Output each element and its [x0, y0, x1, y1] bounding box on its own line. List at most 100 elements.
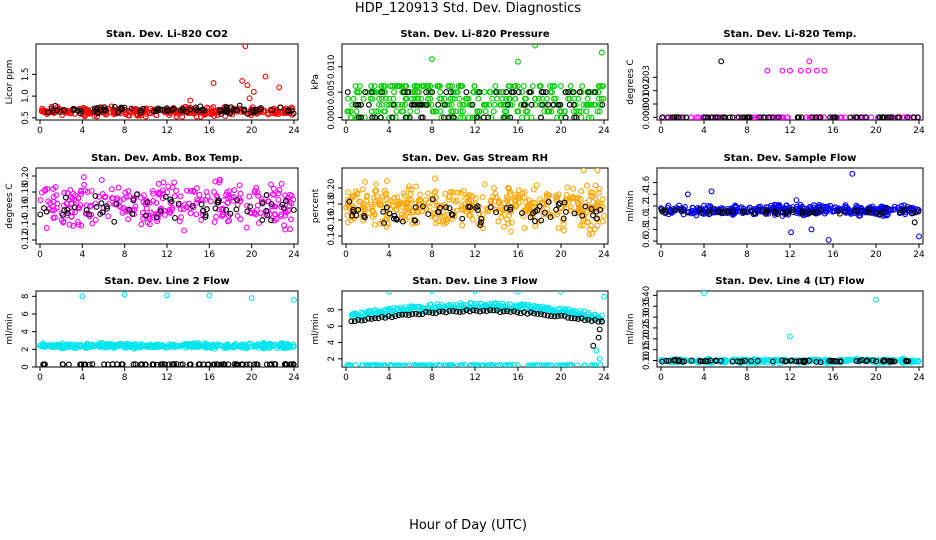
x-tick-label: 24 [913, 373, 925, 383]
data-point [212, 178, 219, 185]
data-point [362, 89, 369, 96]
data-point [77, 107, 84, 114]
data-point [847, 114, 854, 120]
data-point [108, 343, 115, 350]
x-tick-label: 4 [79, 373, 85, 383]
data-point [466, 192, 473, 199]
data-point [166, 361, 173, 367]
data-point [115, 184, 122, 191]
y-axis-label: degrees C [626, 59, 636, 104]
data-point [543, 191, 550, 197]
x-tick-label: 20 [870, 373, 882, 383]
data-point [558, 114, 565, 120]
data-point [379, 95, 385, 102]
data-point [596, 326, 603, 333]
data-point [521, 309, 527, 316]
data-point [479, 194, 486, 201]
data-point [416, 311, 423, 318]
data-point [407, 108, 414, 115]
data-point [481, 89, 488, 96]
data-point [583, 101, 590, 108]
data-point [458, 205, 465, 212]
data-point [130, 361, 137, 367]
data-point [481, 181, 488, 188]
data-point [159, 187, 166, 194]
data-point [164, 292, 170, 299]
data-point [585, 89, 592, 96]
data-point [181, 227, 188, 234]
data-point [558, 291, 564, 295]
data-point [447, 83, 453, 90]
data-point [513, 194, 519, 201]
data-point [414, 108, 421, 115]
chart-panel-6: Stan. Dev. Sample Flow ml/min 0 4 8 12 16 20 24 0… [626, 153, 925, 260]
data-point [224, 189, 230, 196]
data-point [71, 204, 78, 211]
data-point [844, 358, 851, 365]
data-point [193, 211, 200, 218]
data-point [373, 193, 380, 200]
data-point [169, 184, 176, 191]
data-point [507, 228, 514, 235]
y-tick-label: 0.20 [642, 329, 652, 348]
data-point [213, 213, 219, 220]
data-point [821, 67, 828, 74]
data-point [527, 89, 534, 96]
data-point [420, 203, 427, 210]
data-point [386, 210, 393, 217]
data-point [504, 101, 511, 108]
data-point [177, 193, 184, 200]
data-point [548, 108, 555, 115]
data-point [171, 193, 178, 200]
data-point [390, 95, 397, 102]
data-point [500, 223, 507, 230]
data-point [70, 105, 77, 112]
data-point [412, 217, 419, 224]
data-point [45, 109, 51, 116]
data-point [443, 219, 450, 226]
data-point [449, 95, 456, 102]
data-point [148, 342, 155, 349]
data-point [578, 114, 585, 120]
y-tick-label: 0.16 [327, 211, 337, 230]
data-point [259, 200, 266, 207]
data-point [111, 104, 118, 110]
data-point [422, 309, 429, 315]
data-point [102, 341, 108, 348]
data-point [831, 114, 837, 120]
x-tick-label: 16 [827, 373, 839, 383]
y-tick-label: 8 [21, 294, 31, 299]
data-point [449, 212, 456, 218]
data-point [588, 222, 595, 229]
data-point [208, 111, 215, 118]
data-point [448, 211, 455, 218]
data-point [520, 101, 527, 108]
x-tick-label: 24 [913, 126, 925, 136]
data-point [594, 108, 601, 115]
data-point [99, 209, 106, 216]
data-point [158, 361, 165, 367]
data-point [507, 101, 514, 108]
data-point [853, 358, 860, 364]
data-point [532, 223, 539, 229]
data-point [518, 101, 524, 108]
data-point [503, 89, 510, 96]
data-point [773, 202, 780, 209]
data-point [787, 67, 793, 74]
data-point [353, 212, 360, 219]
plot-frame [341, 43, 609, 121]
x-tick-label: 24 [288, 373, 300, 383]
data-point [151, 342, 158, 349]
data-point [380, 208, 387, 215]
data-point [491, 301, 498, 308]
data-point [167, 199, 174, 206]
data-point [808, 226, 815, 233]
data-point [90, 341, 96, 348]
data-point [527, 200, 534, 207]
data-point [560, 215, 567, 222]
data-point [595, 318, 602, 325]
data-point [586, 231, 593, 238]
y-tick-label: 0.18 [21, 183, 31, 202]
data-point [271, 217, 278, 224]
data-point [873, 358, 880, 365]
